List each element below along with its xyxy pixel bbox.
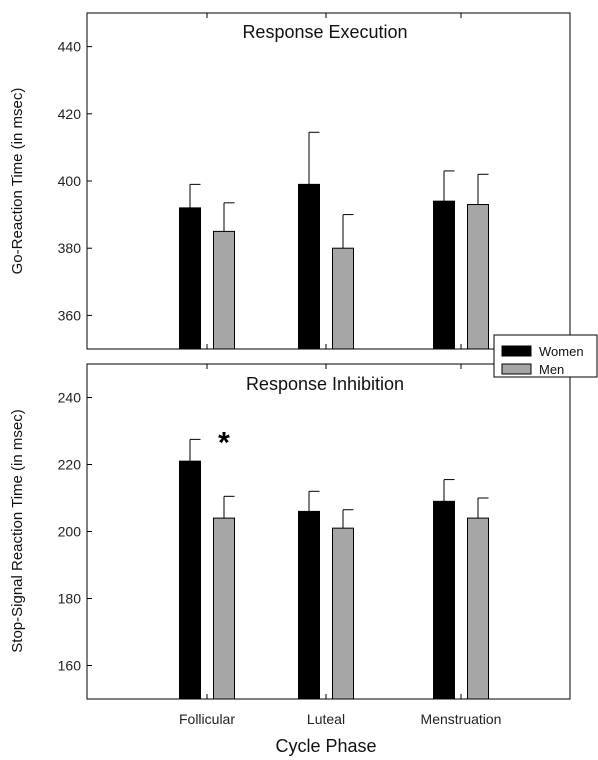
y-tick-label-bottom: 160	[58, 658, 82, 674]
x-tick-label-luteal: Luteal	[307, 711, 345, 727]
y-axis-title-top: Go-Reaction Time (in msec)	[9, 88, 26, 275]
plot-frame-top	[86, 12, 571, 350]
x-axis-title: Cycle Phase	[275, 736, 376, 756]
bar-women-follicular	[179, 207, 201, 350]
y-tick-label-top: 420	[58, 106, 82, 122]
plot-frame-bottom	[86, 363, 571, 700]
bar-women-follicular	[179, 460, 201, 700]
y-tick-label-top: 400	[58, 173, 82, 189]
x-tick-label-menstruation: Menstruation	[421, 711, 502, 727]
y-tick-label-top: 440	[58, 39, 82, 55]
bar-men-follicular	[213, 517, 235, 700]
y-tick-label-top: 380	[58, 240, 82, 256]
legend-swatch-men	[501, 363, 532, 375]
panel-response-inhibition: Response Inhibition Stop-Signal Reaction…	[9, 363, 571, 700]
y-tick-label-top: 360	[58, 307, 82, 323]
y-tick-label-bottom: 220	[58, 457, 82, 473]
bar-men-luteal	[332, 527, 354, 700]
bar-men-menstruation	[467, 517, 489, 700]
legend-label-women: Women	[539, 344, 584, 359]
panel-title-bottom: Response Inhibition	[246, 374, 404, 394]
y-tick-label-bottom: 240	[58, 390, 82, 406]
legend-label-men: Men	[539, 362, 564, 377]
bar-women-menstruation	[433, 500, 455, 700]
legend: Women Men	[493, 334, 598, 378]
panel-response-execution: Response Execution Go-Reaction Time (in …	[9, 12, 571, 350]
bar-men-follicular	[213, 230, 235, 350]
bar-men-luteal	[332, 247, 354, 350]
bar-women-menstruation	[433, 200, 455, 350]
x-tick-label-follicular: Follicular	[179, 711, 235, 727]
y-axis-title-bottom: Stop-Signal Reaction Time (in msec)	[9, 409, 26, 652]
legend-swatch-women	[501, 345, 532, 357]
bar-men-menstruation	[467, 204, 489, 350]
panel-title-top: Response Execution	[242, 22, 407, 42]
bar-women-luteal	[298, 183, 320, 350]
y-tick-label-bottom: 200	[58, 524, 82, 540]
significance-marker: *	[218, 426, 230, 459]
bar-women-luteal	[298, 510, 320, 700]
y-tick-label-bottom: 180	[58, 591, 82, 607]
